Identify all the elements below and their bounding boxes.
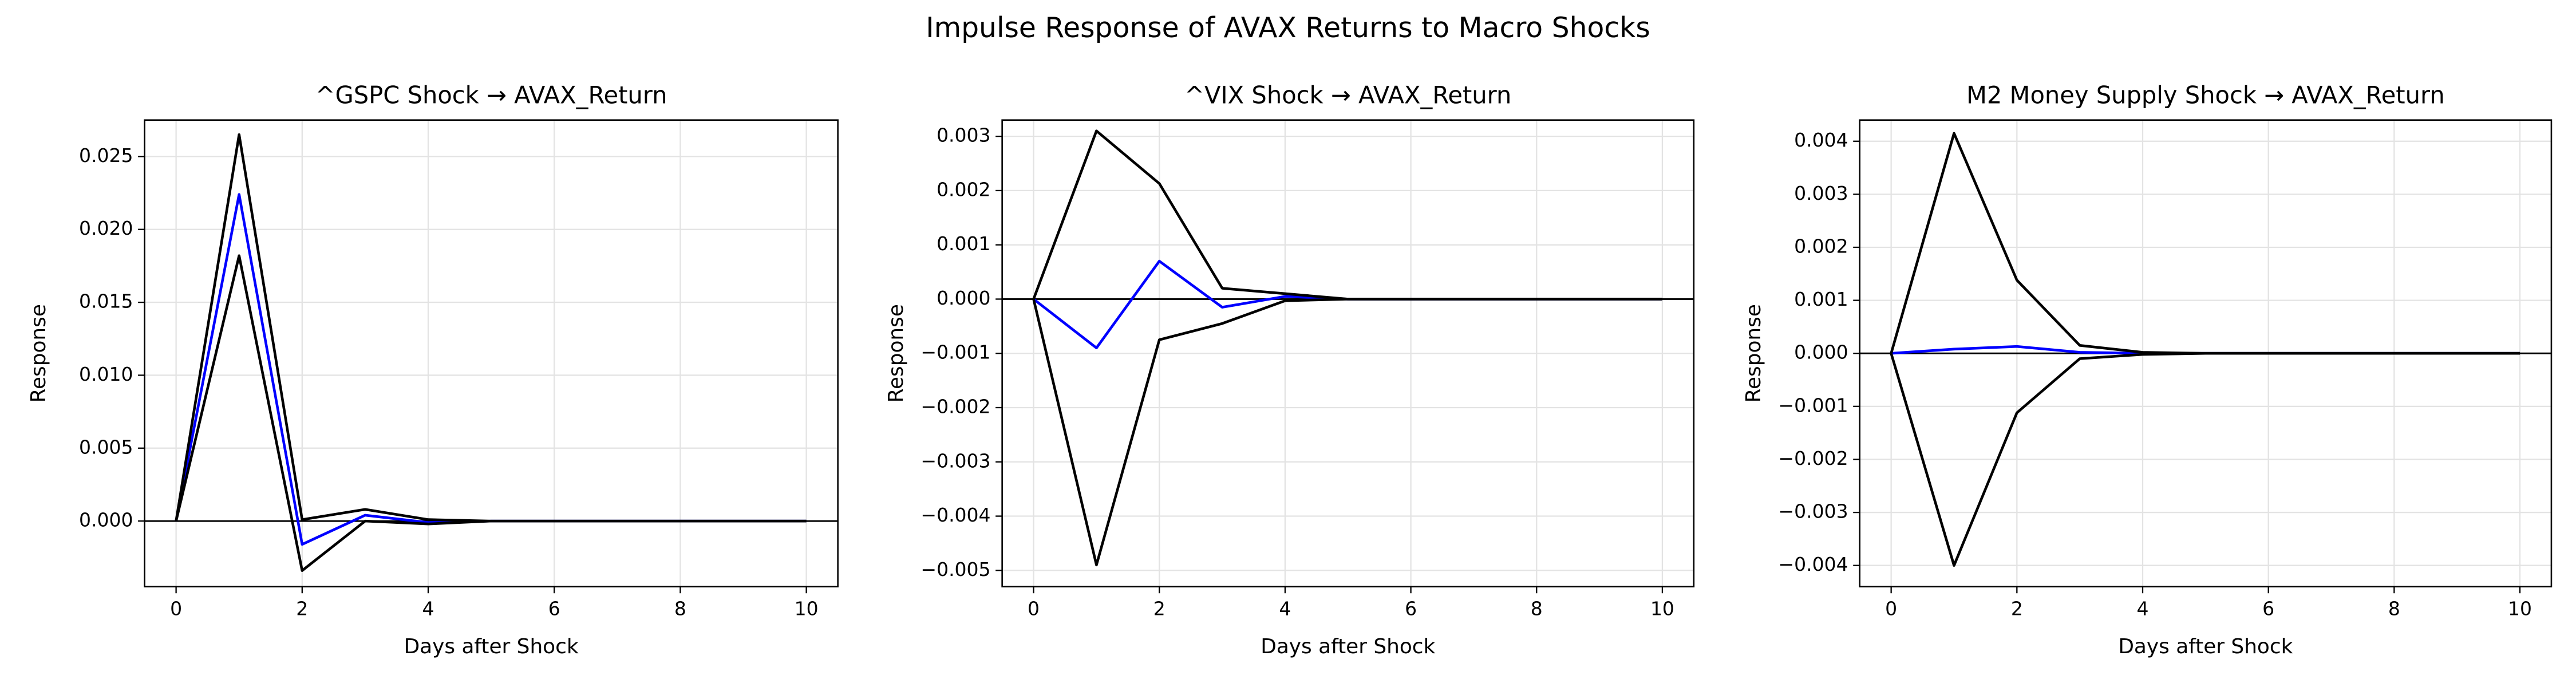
chart-title: M2 Money Supply Shock → AVAX_Return [1966,81,2445,109]
plot-frame [1859,119,2553,588]
y-tick-label: −0.003 [920,449,990,472]
y-tick-label: −0.001 [1779,394,1848,416]
y-tick-label: 0.002 [937,178,990,200]
y-tick-label: 0.003 [1794,182,1848,204]
y-axis-label: Response [1742,304,1765,402]
y-tick-label: 0.004 [1794,129,1848,151]
plot-frame [1001,119,1695,588]
x-axis-label: Days after Shock [404,635,579,658]
x-tick-label: 8 [674,597,686,619]
x-tick-label: 6 [1405,597,1417,619]
x-tick-label: 0 [1885,597,1897,619]
y-tick-label: 0.015 [79,290,133,313]
x-tick-label: 6 [548,597,560,619]
plot-frame [144,119,839,588]
y-tick-label: 0.000 [1794,341,1848,364]
y-tick-label: −0.005 [920,558,990,581]
x-tick-label: 4 [422,597,434,619]
x-tick-label: 8 [2388,597,2400,619]
y-tick-label: 0.001 [937,232,990,255]
y-tick-label: −0.004 [920,504,990,526]
y-axis-label: Response [27,304,50,402]
x-tick-label: 2 [2011,597,2023,619]
y-axis-label: Response [884,304,908,402]
response-line [175,254,807,572]
y-tick-label: −0.002 [1779,447,1848,469]
x-tick-label: 10 [795,597,819,619]
x-tick-label: 0 [1028,597,1040,619]
y-tick-label: 0.000 [937,287,990,309]
y-tick-label: 0.001 [1794,288,1848,310]
x-axis-label: Days after Shock [2118,635,2293,658]
y-tick-label: 0.025 [79,144,133,167]
y-tick-label: 0.005 [79,436,133,458]
x-tick-label: 6 [2262,597,2274,619]
x-tick-label: 10 [2508,597,2532,619]
response-line [1890,352,2520,567]
x-tick-label: 2 [296,597,308,619]
x-tick-label: 8 [1531,597,1543,619]
x-tick-label: 4 [1279,597,1291,619]
y-tick-label: −0.003 [1779,500,1848,523]
x-tick-label: 10 [1650,597,1674,619]
figure-title: Impulse Response of AVAX Returns to Macr… [926,11,1650,44]
x-tick-label: 4 [2136,597,2148,619]
response-line [1032,298,1662,567]
y-tick-label: −0.004 [1779,553,1848,575]
chart-title: ^GSPC Shock → AVAX_Return [315,81,667,109]
y-tick-label: −0.002 [920,395,990,417]
x-tick-label: 2 [1153,597,1165,619]
y-tick-label: −0.001 [920,341,990,364]
y-tick-label: 0.020 [79,217,133,239]
chart-title: ^VIX Shock → AVAX_Return [1184,81,1511,109]
y-tick-label: 0.002 [1794,235,1848,257]
y-tick-label: 0.010 [79,363,133,385]
x-tick-label: 0 [170,597,182,619]
y-tick-label: 0.000 [79,509,133,531]
y-tick-label: 0.003 [937,124,990,147]
x-axis-label: Days after Shock [1261,635,1435,658]
